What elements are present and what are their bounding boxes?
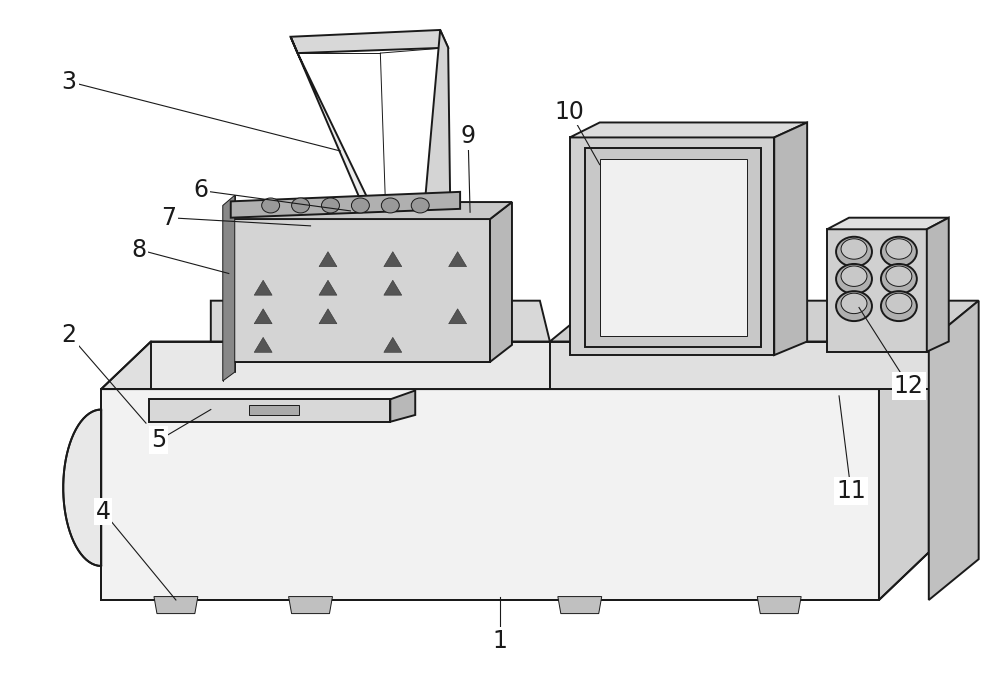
Text: 8: 8 xyxy=(131,238,147,262)
Polygon shape xyxy=(827,229,927,352)
Polygon shape xyxy=(63,410,101,566)
Polygon shape xyxy=(390,391,415,422)
Polygon shape xyxy=(231,192,460,218)
Polygon shape xyxy=(254,337,272,352)
Ellipse shape xyxy=(836,264,872,294)
Polygon shape xyxy=(101,342,929,389)
Text: 11: 11 xyxy=(836,479,866,503)
Polygon shape xyxy=(319,251,337,266)
Ellipse shape xyxy=(886,239,912,259)
Polygon shape xyxy=(291,37,368,200)
Polygon shape xyxy=(289,596,332,613)
Text: 10: 10 xyxy=(555,100,585,124)
Polygon shape xyxy=(490,202,512,362)
Polygon shape xyxy=(254,309,272,324)
Ellipse shape xyxy=(841,293,867,313)
Ellipse shape xyxy=(841,239,867,259)
Text: 3: 3 xyxy=(62,70,77,94)
Polygon shape xyxy=(101,389,879,600)
Polygon shape xyxy=(149,400,390,422)
Polygon shape xyxy=(223,195,235,381)
Polygon shape xyxy=(211,301,550,342)
Polygon shape xyxy=(154,596,198,613)
Ellipse shape xyxy=(886,266,912,286)
Polygon shape xyxy=(254,280,272,295)
Polygon shape xyxy=(360,199,450,200)
Ellipse shape xyxy=(836,291,872,321)
Polygon shape xyxy=(384,337,402,352)
Ellipse shape xyxy=(292,198,310,213)
Polygon shape xyxy=(319,309,337,324)
Ellipse shape xyxy=(321,198,339,213)
Text: 4: 4 xyxy=(96,499,111,524)
Text: 12: 12 xyxy=(894,374,924,398)
Polygon shape xyxy=(384,280,402,295)
Polygon shape xyxy=(151,342,550,389)
Ellipse shape xyxy=(886,293,912,313)
Ellipse shape xyxy=(841,266,867,286)
Polygon shape xyxy=(249,406,299,415)
Polygon shape xyxy=(929,301,979,600)
Polygon shape xyxy=(585,148,761,347)
Text: 2: 2 xyxy=(62,322,77,347)
Polygon shape xyxy=(319,280,337,295)
Polygon shape xyxy=(449,309,467,324)
Text: 6: 6 xyxy=(193,178,208,202)
Polygon shape xyxy=(231,219,490,362)
Polygon shape xyxy=(558,596,602,613)
Ellipse shape xyxy=(351,198,369,213)
Polygon shape xyxy=(425,30,450,199)
Text: 7: 7 xyxy=(161,206,176,229)
Ellipse shape xyxy=(881,291,917,321)
Ellipse shape xyxy=(836,237,872,266)
Polygon shape xyxy=(879,342,929,600)
Polygon shape xyxy=(774,122,807,355)
Text: 1: 1 xyxy=(493,629,507,653)
Polygon shape xyxy=(827,218,949,229)
Polygon shape xyxy=(550,301,979,342)
Polygon shape xyxy=(231,202,512,219)
Text: 9: 9 xyxy=(461,124,476,148)
Ellipse shape xyxy=(411,198,429,213)
Polygon shape xyxy=(550,342,929,389)
Polygon shape xyxy=(384,251,402,266)
Polygon shape xyxy=(291,30,448,53)
Text: 5: 5 xyxy=(151,428,167,452)
Ellipse shape xyxy=(262,198,280,213)
Ellipse shape xyxy=(881,237,917,266)
Polygon shape xyxy=(927,218,949,352)
Ellipse shape xyxy=(881,264,917,294)
Polygon shape xyxy=(757,596,801,613)
Polygon shape xyxy=(600,159,747,336)
Polygon shape xyxy=(570,137,774,355)
Ellipse shape xyxy=(381,198,399,213)
Polygon shape xyxy=(449,251,467,266)
Polygon shape xyxy=(570,122,807,137)
